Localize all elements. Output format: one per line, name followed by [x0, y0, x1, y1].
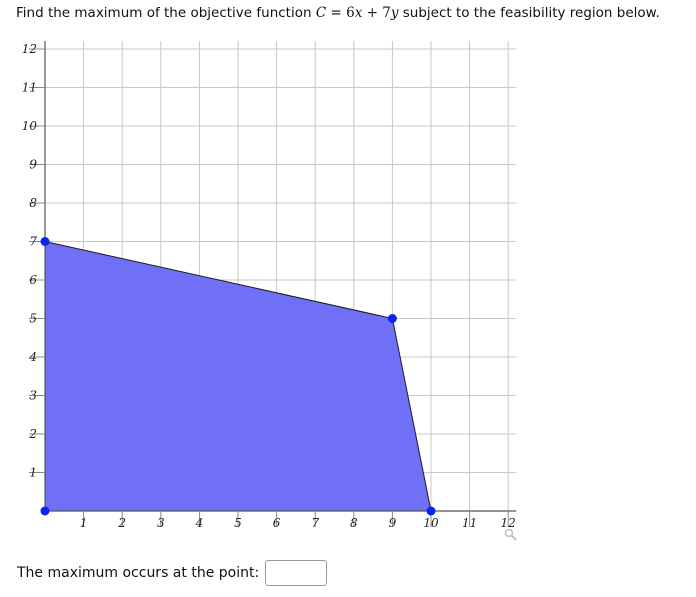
var-y: y: [390, 5, 399, 21]
vertex-point: [426, 506, 436, 516]
answer-label: The maximum occurs at the point:: [17, 565, 260, 581]
y-tick-label: 8: [29, 196, 37, 210]
y-tick-label: 6: [29, 273, 37, 287]
x-tick-label: 11: [462, 516, 477, 530]
question-prefix: Find the maximum of the objective functi…: [16, 5, 316, 21]
objective-function: C = 6x + 7y: [316, 5, 399, 21]
question-text: Find the maximum of the objective functi…: [16, 5, 660, 21]
y-tick-label: 10: [22, 119, 38, 133]
x-tick-label: 4: [195, 516, 204, 530]
y-tick-label: 2: [28, 427, 37, 441]
y-tick-label: 1: [29, 466, 37, 480]
x-tick-label: 1: [80, 516, 88, 530]
x-tick-label: 6: [273, 516, 281, 530]
plus-sign: +: [362, 5, 383, 21]
y-tick-label: 7: [29, 235, 37, 249]
magnify-icon[interactable]: [504, 528, 517, 541]
axes: [44, 41, 517, 512]
vertex-point: [40, 237, 50, 246]
vertices: [40, 237, 436, 516]
y-tick-label: 9: [29, 158, 37, 172]
answer-row: The maximum occurs at the point:: [17, 560, 328, 586]
x-tick-label: 5: [234, 516, 242, 530]
y-tick-label: 5: [29, 312, 37, 326]
y-tick-label: 11: [22, 81, 37, 95]
coef-x: 6: [346, 5, 355, 21]
question-suffix: subject to the feasibility region below.: [398, 5, 660, 21]
var-x: x: [354, 5, 363, 21]
x-tick-label: 10: [423, 516, 439, 530]
y-tick-label: 12: [22, 42, 37, 56]
coef-y: 7: [382, 5, 391, 21]
answer-input[interactable]: [265, 560, 328, 586]
x-tick-label: 9: [389, 516, 397, 530]
equals-sign: =: [326, 5, 347, 21]
var-c: C: [315, 5, 327, 21]
vertex-point: [387, 314, 397, 323]
vertex-point: [40, 506, 50, 516]
x-tick-label: 12: [501, 516, 516, 530]
x-tick-label: 2: [117, 516, 126, 530]
x-tick-label: 3: [157, 516, 165, 530]
y-tick-label: 4: [28, 350, 37, 364]
x-tick-label: 7: [311, 516, 319, 530]
y-tick-label: 3: [29, 389, 37, 403]
x-tick-label: 8: [350, 516, 358, 530]
